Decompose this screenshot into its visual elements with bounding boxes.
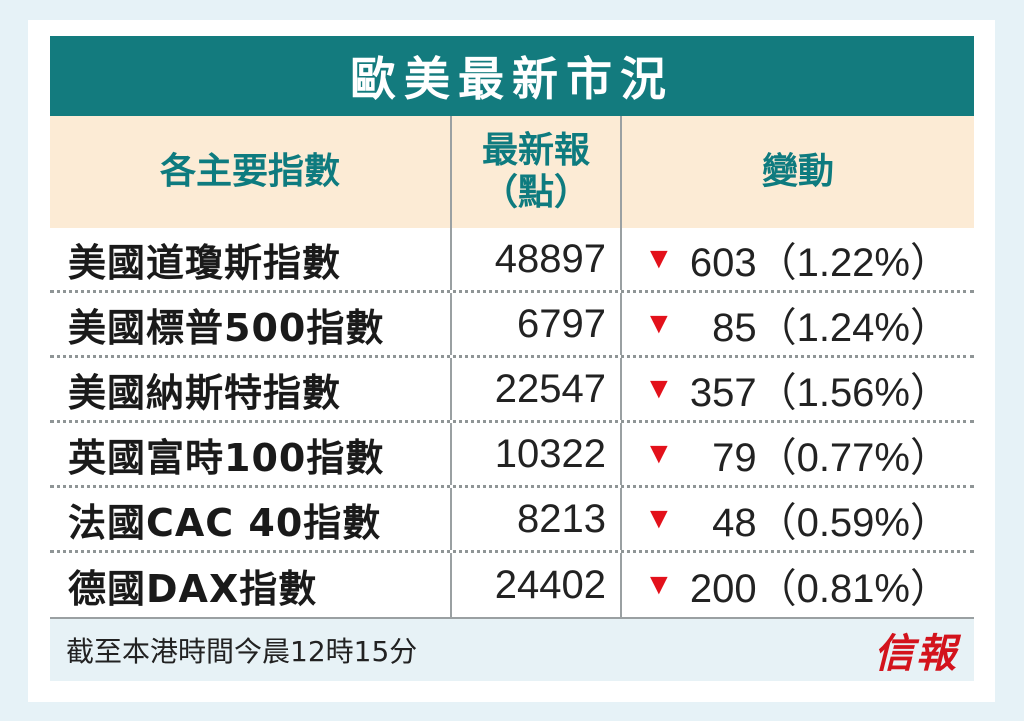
change-value: 603（1.22%） bbox=[689, 241, 950, 285]
table-row: 英國富時100指數 10322 ▼ 79（0.77%） bbox=[50, 423, 974, 488]
header-index: 各主要指數 bbox=[159, 151, 340, 192]
table-row: 美國標普500指數 6797 ▼ 85（1.24%） bbox=[50, 293, 974, 358]
index-name: 德國DAX指數 bbox=[68, 566, 318, 611]
market-table: 歐美最新市況 各主要指數 最新報 （點） 變動 美國道瓊斯指數 48897 ▼ 603… bbox=[50, 36, 974, 681]
table-row: 德國DAX指數 24402 ▼ 200（0.81%） bbox=[50, 553, 974, 617]
change-value: 200（0.81%） bbox=[689, 567, 950, 611]
timestamp-note: 截至本港時間今晨12時15分 bbox=[66, 635, 418, 668]
change-cell: ▼ 85（1.24%） bbox=[622, 293, 974, 355]
index-name: 美國納斯特指數 bbox=[68, 370, 342, 415]
latest-value: 22547 bbox=[450, 358, 622, 420]
down-triangle-icon: ▼ bbox=[644, 568, 674, 601]
change-cell: ▼ 200（0.81%） bbox=[622, 553, 974, 617]
table-title: 歐美最新市況 bbox=[50, 36, 974, 116]
latest-value: 10322 bbox=[450, 423, 622, 485]
latest-value: 24402 bbox=[450, 553, 622, 617]
header-latest-line2: （點） bbox=[481, 172, 590, 213]
down-triangle-icon: ▼ bbox=[644, 307, 674, 340]
change-cell: ▼ 357（1.56%） bbox=[622, 358, 974, 420]
table-row: 法國CAC 40指數 8213 ▼ 48（0.59%） bbox=[50, 488, 974, 553]
header-latest: 最新報 （點） bbox=[450, 116, 622, 228]
header-row: 各主要指數 最新報 （點） 變動 bbox=[50, 116, 974, 228]
table-footer: 截至本港時間今晨12時15分 信報 bbox=[50, 617, 974, 681]
latest-value: 48897 bbox=[450, 228, 622, 290]
change-value: 48（0.59%） bbox=[712, 501, 950, 545]
down-triangle-icon: ▼ bbox=[644, 502, 674, 535]
change-cell: ▼ 79（0.77%） bbox=[622, 423, 974, 485]
down-triangle-icon: ▼ bbox=[644, 242, 674, 275]
table-row: 美國道瓊斯指數 48897 ▼ 603（1.22%） bbox=[50, 228, 974, 293]
latest-value: 6797 bbox=[450, 293, 622, 355]
index-name: 美國道瓊斯指數 bbox=[68, 240, 342, 285]
down-triangle-icon: ▼ bbox=[644, 437, 674, 470]
latest-value: 8213 bbox=[450, 488, 622, 550]
change-cell: ▼ 603（1.22%） bbox=[622, 228, 974, 290]
table-body: 美國道瓊斯指數 48897 ▼ 603（1.22%） 美國標普500指數 6797 ▼ 85（… bbox=[50, 228, 974, 617]
index-name: 法國CAC 40指數 bbox=[68, 500, 382, 545]
header-change: 變動 bbox=[761, 151, 834, 192]
change-value: 85（1.24%） bbox=[712, 306, 950, 350]
index-name: 英國富時100指數 bbox=[68, 435, 385, 480]
change-cell: ▼ 48（0.59%） bbox=[622, 488, 974, 550]
table-row: 美國納斯特指數 22547 ▼ 357（1.56%） bbox=[50, 358, 974, 423]
change-value: 357（1.56%） bbox=[689, 371, 950, 415]
index-name: 美國標普500指數 bbox=[68, 305, 385, 350]
header-latest-line1: 最新報 bbox=[481, 130, 590, 171]
publisher-logo: 信報 bbox=[874, 630, 958, 677]
down-triangle-icon: ▼ bbox=[644, 372, 674, 405]
change-value: 79（0.77%） bbox=[712, 436, 950, 480]
